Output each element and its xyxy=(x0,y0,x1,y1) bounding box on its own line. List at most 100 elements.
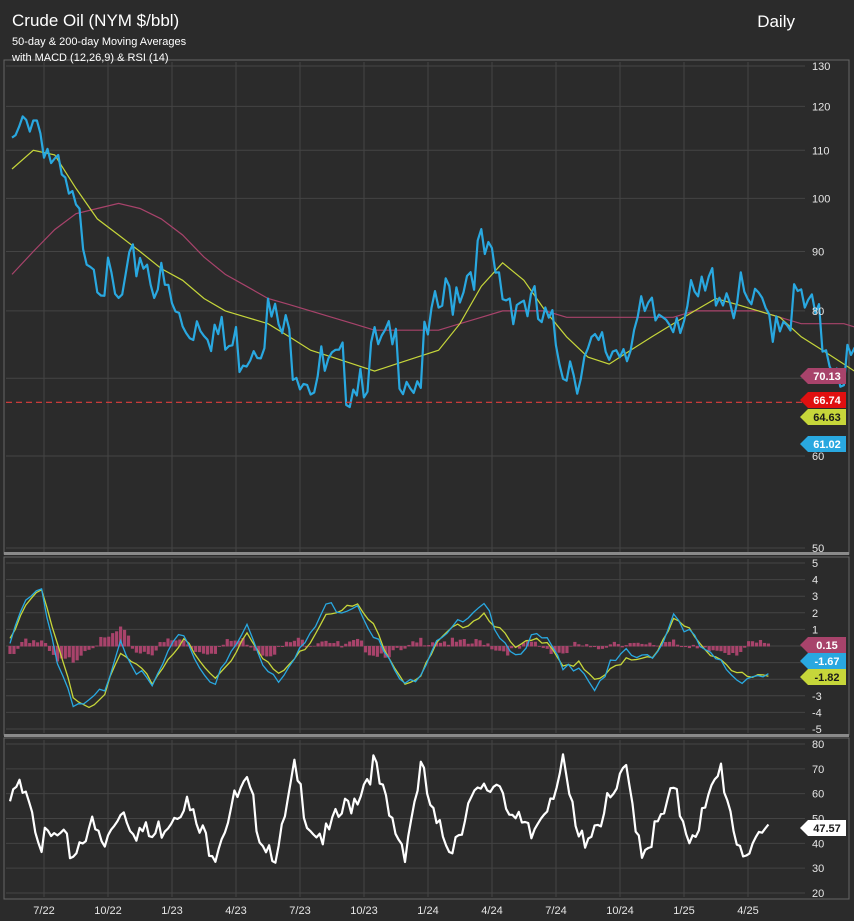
ma50-value-flag: 64.63 xyxy=(800,409,846,425)
histogram-bar xyxy=(59,646,63,659)
y-tick-label: -4 xyxy=(812,707,822,719)
ma50-value-flag-text: 64.63 xyxy=(813,412,841,424)
y-tick-label: 2 xyxy=(812,608,818,620)
histogram-bar xyxy=(585,644,589,647)
histogram-bar xyxy=(99,636,103,647)
histogram-bar xyxy=(126,635,131,647)
histogram-bar xyxy=(636,642,640,647)
x-tick-label: 7/23 xyxy=(289,905,310,917)
histogram-bar xyxy=(596,646,601,650)
x-tick-label: 10/24 xyxy=(606,905,634,917)
histogram-bar xyxy=(502,646,506,652)
histogram-bar xyxy=(581,645,585,647)
histogram-value-flag-text: 0.15 xyxy=(816,640,837,652)
histogram-bar xyxy=(186,644,190,647)
histogram-bar xyxy=(466,643,470,647)
histogram-bar xyxy=(67,646,71,658)
histogram-bar xyxy=(656,645,660,647)
histogram-bar xyxy=(691,644,695,647)
histogram-bar xyxy=(182,640,186,647)
histogram-bar xyxy=(280,646,285,647)
histogram-bar xyxy=(130,646,135,649)
histogram-bar xyxy=(470,643,474,647)
histogram-bar xyxy=(166,638,170,647)
histogram-bar xyxy=(43,643,48,647)
histogram-bar xyxy=(300,639,304,647)
rsi-value-flag: 47.57 xyxy=(800,820,846,836)
rsi-line xyxy=(8,753,770,864)
histogram-bar xyxy=(134,646,138,653)
chart-subtitle-ma: 50-day & 200-day Moving Averages xyxy=(12,36,187,48)
histogram-value-flag-bg xyxy=(800,637,846,653)
histogram-bar xyxy=(683,646,688,648)
histogram-bar xyxy=(743,646,747,648)
histogram-bar xyxy=(194,646,198,652)
histogram-bar xyxy=(541,646,545,649)
histogram-bar xyxy=(664,642,668,647)
histogram-bar xyxy=(545,646,549,649)
histogram-bar xyxy=(16,646,20,649)
histogram-bar xyxy=(32,640,36,647)
histogram-bar xyxy=(320,641,324,647)
y-tick-label: 5 xyxy=(812,558,818,570)
histogram-bar xyxy=(363,646,368,653)
y-tick-label: 110 xyxy=(812,145,830,157)
histogram-bar xyxy=(640,643,644,647)
histogram-bar xyxy=(490,646,494,650)
histogram-bar xyxy=(419,637,423,647)
histogram-bar xyxy=(391,646,395,651)
histogram-bar xyxy=(138,646,142,654)
histogram-bar xyxy=(442,641,447,647)
y-tick-label: 30 xyxy=(812,863,824,875)
histogram-bar xyxy=(553,646,557,653)
histogram-bar xyxy=(146,646,150,655)
histogram-bar xyxy=(55,646,59,662)
x-tick-label: 1/24 xyxy=(417,905,438,917)
ma200-line xyxy=(11,202,854,331)
x-tick-label: 1/23 xyxy=(161,905,182,917)
histogram-bar xyxy=(225,639,229,647)
histogram-bar xyxy=(352,640,356,647)
y-tick-label: 120 xyxy=(812,101,830,113)
histogram-bar xyxy=(111,633,115,647)
y-tick-label: 100 xyxy=(812,193,830,205)
support-value-flag: 66.74 xyxy=(800,392,846,408)
histogram-bar xyxy=(245,644,249,647)
histogram-bar xyxy=(458,639,462,647)
histogram-bar xyxy=(324,640,328,647)
y-tick-label: 60 xyxy=(812,451,824,463)
histogram-bar xyxy=(205,646,210,655)
histogram-bar xyxy=(158,642,162,647)
panel-separator xyxy=(4,734,849,737)
histogram-bar xyxy=(537,646,541,647)
x-tick-label: 7/24 xyxy=(545,905,566,917)
histogram-bar xyxy=(24,638,28,647)
price-value-flag-bg xyxy=(800,436,846,452)
histogram-value-flag: 0.15 xyxy=(800,637,846,653)
panel-frame-3 xyxy=(3,737,850,900)
histogram-bar xyxy=(494,646,498,651)
histogram-bar xyxy=(521,642,526,647)
histogram-bar xyxy=(308,646,312,647)
x-tick-label: 4/24 xyxy=(481,905,502,917)
histogram-bar xyxy=(75,646,79,661)
histogram-bar xyxy=(162,642,166,647)
signal-value-flag-text: -1.82 xyxy=(814,672,839,684)
y-tick-label: -3 xyxy=(812,691,822,703)
histogram-bar xyxy=(292,640,296,647)
histogram-bar xyxy=(217,646,221,647)
y-tick-label: 80 xyxy=(812,739,824,751)
y-tick-label: 70 xyxy=(812,764,824,776)
y-tick-label: 50 xyxy=(812,543,824,555)
histogram-bar xyxy=(561,646,565,654)
histogram-bar xyxy=(604,646,609,648)
histogram-bar xyxy=(261,646,265,656)
signal-value-flag-bg xyxy=(800,669,846,685)
histogram-bar xyxy=(415,642,419,647)
histogram-bar xyxy=(498,646,502,651)
histogram-bar xyxy=(265,646,269,657)
support-value-flag-text: 66.74 xyxy=(813,395,841,407)
ma50-line xyxy=(11,149,854,372)
histogram-bar xyxy=(328,642,332,647)
histogram-bar xyxy=(577,644,581,647)
